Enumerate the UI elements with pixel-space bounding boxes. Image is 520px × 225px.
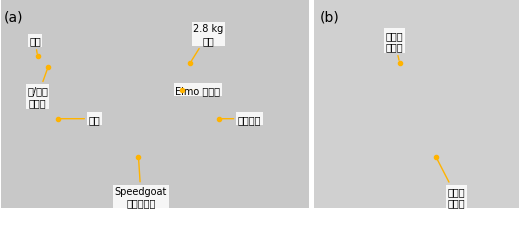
Text: 连杆端
编码器: 连杆端 编码器 [386, 31, 404, 61]
Text: 力/力矩
传感器: 力/力矩 传感器 [27, 71, 48, 108]
Text: 手柄: 手柄 [29, 36, 41, 54]
Text: Elmo 驱动器: Elmo 驱动器 [175, 85, 220, 95]
Text: (a): (a) [4, 10, 23, 24]
Text: 2.8 kg
负载: 2.8 kg 负载 [192, 24, 224, 61]
Text: 主机: 主机 [61, 114, 100, 124]
Text: Speedgoat
实时目标机: Speedgoat 实时目标机 [115, 160, 167, 208]
FancyBboxPatch shape [2, 1, 309, 208]
Text: 直流电源: 直流电源 [222, 114, 262, 124]
Text: 电机端
编码器: 电机端 编码器 [437, 159, 465, 208]
FancyBboxPatch shape [314, 1, 518, 208]
Text: (b): (b) [319, 10, 339, 24]
